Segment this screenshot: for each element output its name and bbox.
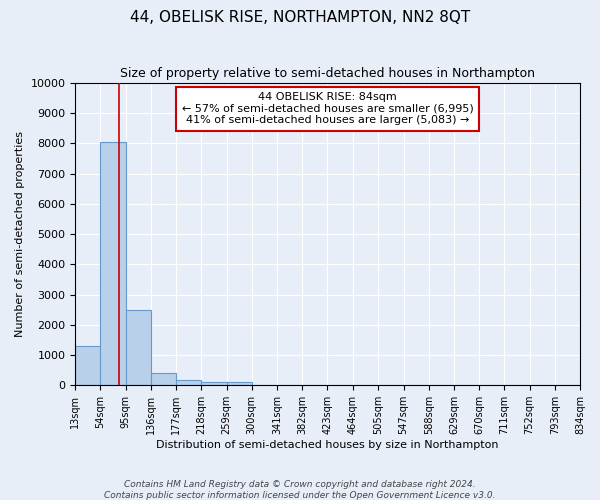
Title: Size of property relative to semi-detached houses in Northampton: Size of property relative to semi-detach… (120, 68, 535, 80)
Bar (227, 382, 252, 385)
Text: 44, OBELISK RISE, NORTHAMPTON, NN2 8QT: 44, OBELISK RISE, NORTHAMPTON, NN2 8QT (130, 10, 470, 25)
Bar (151, 373, 176, 385)
Bar (176, 380, 202, 385)
Bar (202, 382, 227, 385)
X-axis label: Distribution of semi-detached houses by size in Northampton: Distribution of semi-detached houses by … (157, 440, 499, 450)
Bar (100, 142, 125, 385)
Y-axis label: Number of semi-detached properties: Number of semi-detached properties (15, 131, 25, 337)
Bar (75, 346, 100, 385)
Bar (125, 310, 151, 385)
Text: 44 OBELISK RISE: 84sqm
← 57% of semi-detached houses are smaller (6,995)
41% of : 44 OBELISK RISE: 84sqm ← 57% of semi-det… (182, 92, 473, 126)
Text: Contains HM Land Registry data © Crown copyright and database right 2024.
Contai: Contains HM Land Registry data © Crown c… (104, 480, 496, 500)
